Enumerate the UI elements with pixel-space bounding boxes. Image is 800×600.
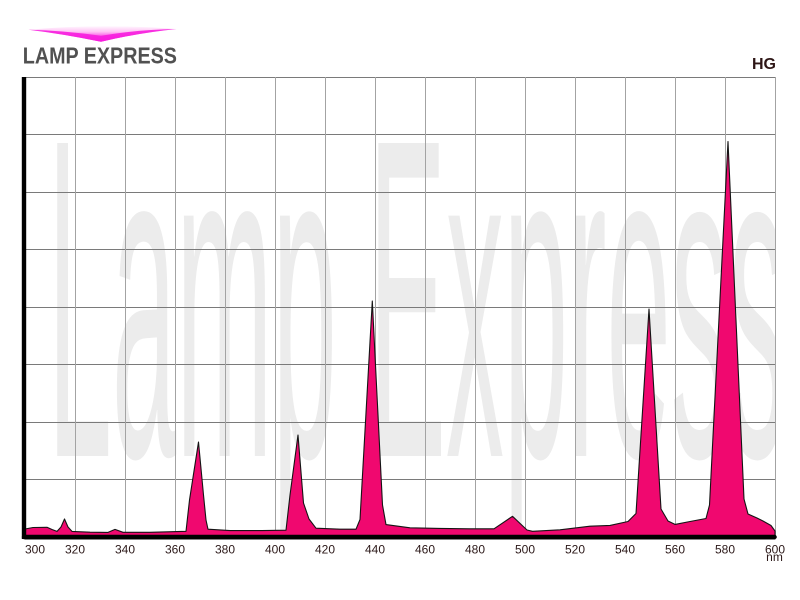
- svg-text:500: 500: [515, 543, 535, 557]
- svg-text:300: 300: [25, 543, 45, 557]
- svg-text:460: 460: [415, 543, 435, 557]
- svg-text:360: 360: [165, 543, 185, 557]
- svg-text:420: 420: [315, 543, 335, 557]
- svg-text:580: 580: [715, 543, 735, 557]
- svg-text:340: 340: [115, 543, 135, 557]
- svg-text:520: 520: [565, 543, 585, 557]
- svg-text:380: 380: [215, 543, 235, 557]
- svg-text:HG: HG: [752, 56, 776, 73]
- svg-text:480: 480: [465, 543, 485, 557]
- svg-text:560: 560: [665, 543, 685, 557]
- svg-text:nm: nm: [766, 550, 783, 564]
- svg-text:LAMP EXPRESS: LAMP EXPRESS: [23, 43, 177, 69]
- svg-text:540: 540: [615, 543, 635, 557]
- svg-text:440: 440: [365, 543, 385, 557]
- svg-text:320: 320: [65, 543, 85, 557]
- svg-text:600: 600: [765, 543, 785, 557]
- svg-text:400: 400: [265, 543, 285, 557]
